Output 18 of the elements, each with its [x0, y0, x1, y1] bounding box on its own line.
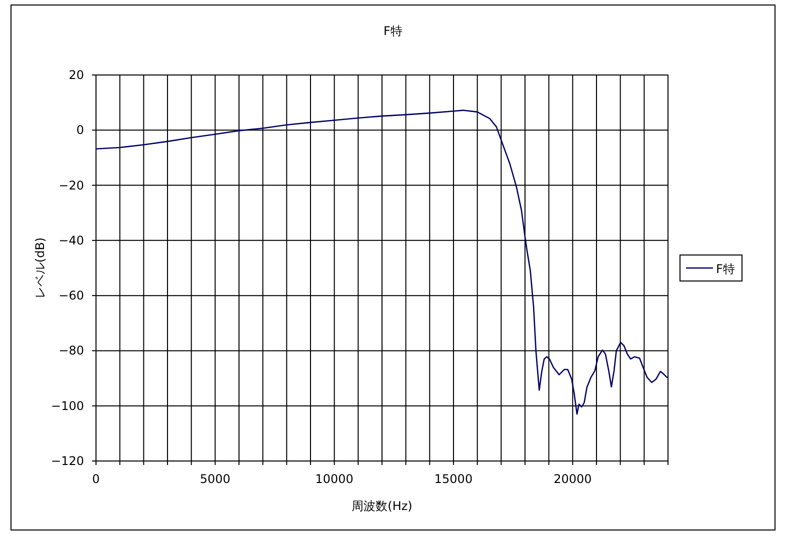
y-tick-label: −80 — [58, 344, 84, 358]
y-tick-label: 20 — [68, 68, 84, 82]
line-series — [95, 110, 668, 415]
x-tick-label: 0 — [92, 472, 100, 486]
y-tick-label: −60 — [58, 288, 84, 303]
x-tick-label: 20000 — [554, 472, 592, 486]
y-axis-title: レベル(dB) — [33, 237, 47, 299]
y-tick-label: −20 — [58, 178, 84, 192]
x-tick-label: 10000 — [315, 472, 354, 486]
y-tick-label: −100 — [51, 398, 84, 413]
legend-label: F特 — [716, 262, 735, 276]
y-tick-label: 0 — [76, 123, 84, 138]
x-tick-label: 5000 — [200, 472, 230, 486]
x-tick-label: 15000 — [434, 472, 473, 486]
chart-title: F特 — [384, 24, 402, 38]
y-tick-label: −40 — [58, 233, 84, 248]
x-axis-title: 周波数(Hz) — [352, 499, 412, 513]
y-tick-label: −120 — [51, 454, 84, 468]
